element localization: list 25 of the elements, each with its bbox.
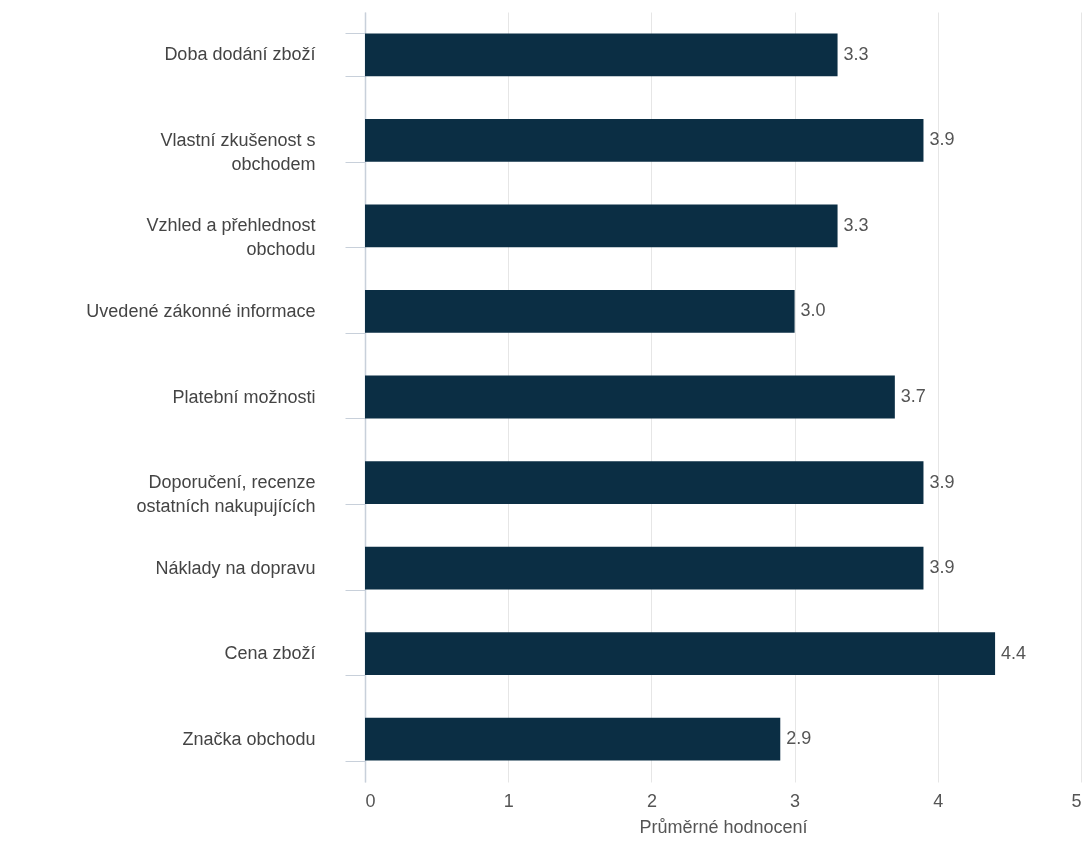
data-label: 2.9 bbox=[786, 728, 812, 749]
data-label: 3.9 bbox=[929, 129, 955, 150]
y-tick-label: Vzhled a přehlednost obchodu bbox=[146, 215, 316, 260]
data-label: 3.7 bbox=[900, 386, 926, 406]
y-tick-label: Značka obchodu bbox=[182, 728, 316, 749]
x-tick-label: 1 bbox=[503, 790, 514, 811]
y-tick-label: Doba dodání zboží bbox=[164, 44, 316, 65]
y-tick-label: Náklady na dopravu bbox=[155, 557, 316, 578]
data-label: 3.9 bbox=[929, 471, 955, 492]
data-label: 3.9 bbox=[929, 557, 955, 578]
x-axis-title: Průměrné hodnocení bbox=[639, 816, 808, 837]
y-tick-label: Doporučení, recenze ostatních nakupujících bbox=[136, 472, 316, 517]
data-label: 3.3 bbox=[843, 43, 869, 64]
y-tick-label: Uvedené zákonné informace bbox=[86, 300, 316, 321]
data-label: 3.3 bbox=[843, 214, 869, 235]
x-tick-label: 3 bbox=[790, 790, 801, 811]
x-tick-label: 4 bbox=[933, 790, 944, 811]
x-tick-label: 5 bbox=[1071, 790, 1082, 811]
data-label: 3.0 bbox=[800, 300, 826, 321]
x-tick-label: 2 bbox=[646, 790, 657, 811]
data-label: 4.4 bbox=[1001, 642, 1027, 663]
y-tick-label: Vlastní zkušenost s obchodem bbox=[160, 129, 316, 174]
y-tick-label: Platební možnosti bbox=[172, 386, 316, 407]
y-tick-label: Cena zboží bbox=[224, 643, 316, 664]
x-tick-label: 0 bbox=[365, 790, 376, 811]
